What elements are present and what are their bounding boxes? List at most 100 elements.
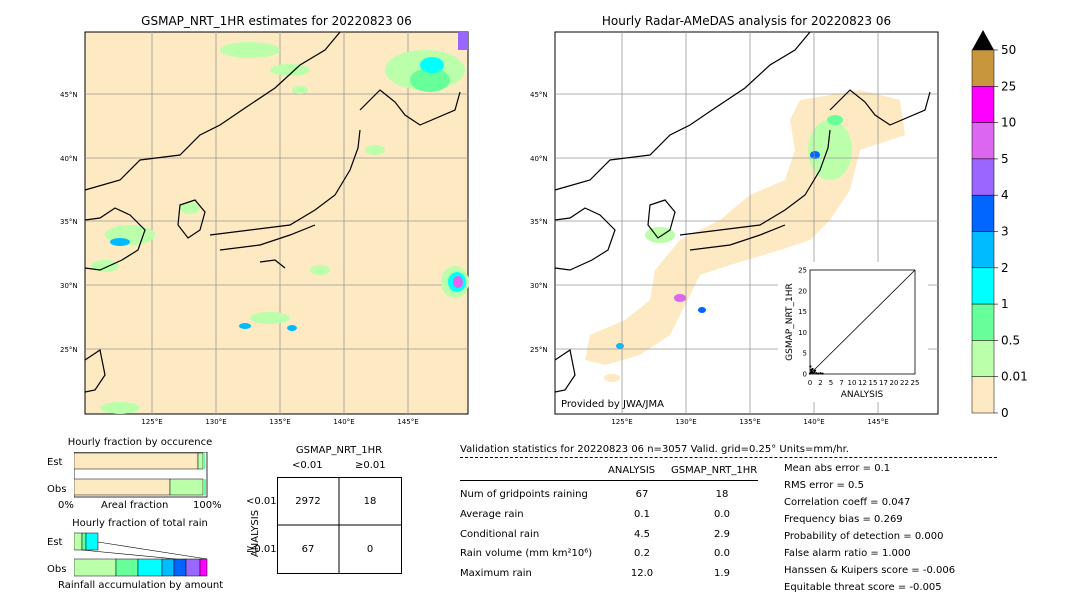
stat-analysis: 0.2 [634,548,650,559]
contingency-grid [277,477,402,574]
lon-label: 130°E [675,418,696,426]
contingency-cell: 0 [366,544,374,555]
lat-label: 25°N [530,346,548,354]
scatter-ytick-label: 25 [798,267,807,275]
scatter-xtick-label: 20 [890,379,899,387]
lat-label: 30°N [60,282,78,290]
occurrence-bars [74,452,208,498]
colorbar-tick-label: 0 [1001,406,1009,420]
scatter-xtick-label: 10 [848,379,857,387]
colorbar-labels: 50 25 10 5 4 3 2 1 0.5 0.01 0 [994,43,1028,420]
stat-gsmap: 0.0 [714,548,730,559]
scatter-xtick-label: 0 [808,379,812,387]
colorbar-tick-label: 0.01 [1001,370,1028,384]
scatter-yticks: 0 5 10 15 20 25 [798,267,807,379]
stat-label: Num of gridpoints raining [460,489,588,500]
scatter-ytick-label: 20 [798,287,807,295]
scatter-xtick-label: 7 [839,379,843,387]
contingency-row-1: ≥0.01 [246,544,277,555]
occ-label-est: Est [47,457,63,468]
contingency-row-0: <0.01 [246,496,277,507]
lat-label: 25°N [60,346,78,354]
score-line: Frequency bias = 0.269 [784,514,903,525]
total-rain-title: Hourly fraction of total rain [72,518,208,529]
scatter-point [817,372,820,375]
validation-divider [460,457,997,458]
occ-label-obs: Obs [47,484,67,495]
lon-label: 125°E [141,418,162,426]
lon-label: 145°E [397,418,418,426]
scatter-point [819,372,822,375]
scatter-xtick-label: 22 [900,379,909,387]
rain-obs-seg [161,558,175,577]
rain-est-seg [81,532,87,551]
colorbar-segment [971,340,995,377]
colorbar-segment [971,158,995,196]
colorbar-segments [971,49,995,414]
colorbar-segment [971,49,995,87]
occ-obs-bar-mod [203,479,206,495]
total-rain-xlabel: Rainfall accumulation by amount [58,580,224,591]
rain-est-seg [85,532,99,551]
stat-gsmap: 1.9 [714,568,730,579]
contingency-cell: 67 [301,544,315,555]
scatter-ytick-label: 0 [803,371,807,379]
occ-xlabel: Areal fraction [101,500,169,511]
right-map-title: Hourly Radar-AMeDAS analysis for 2022082… [601,14,892,28]
lon-label: 135°E [739,418,760,426]
scatter-point [809,365,812,368]
stat-analysis: 67 [635,489,649,500]
occ-est-bar-none [74,452,199,470]
left-map-background [84,31,469,415]
colorbar-tick-label: 3 [1001,225,1009,239]
rain-label-obs: Obs [47,564,67,575]
scatter-point [821,372,824,375]
occurrence-title: Hourly fraction by occurence [67,437,213,448]
left-map-coastlines [84,31,461,393]
lat-label: 35°N [530,218,548,226]
stat-label: Rain volume (mm km²10⁶) [460,548,593,559]
lon-label: 140°E [803,418,824,426]
col-header-analysis: ANALYSIS [608,465,656,476]
left-map-title: GSMAP_NRT_1HR estimates for 20220823 06 [141,14,412,28]
score-line: Probability of detection = 0.000 [784,531,944,542]
score-line: Mean abs error = 0.1 [784,463,891,474]
colorbar: 50 25 10 5 4 3 2 1 0.5 0.01 0 [971,30,1028,420]
lon-label: 145°E [867,418,888,426]
scatter-xtick-label: 5 [829,379,833,387]
right-map: 45°N 40°N 35°N 30°N 25°N 125°E 130°E 135… [530,31,939,426]
rain-obs-seg [173,558,187,577]
right-map-lat-labels: 45°N 40°N 35°N 30°N 25°N [530,91,548,354]
stat-gsmap: 2.9 [714,529,730,540]
scatter-xtick-label: 25 [911,379,920,387]
colorbar-tick-label: 1 [1001,297,1009,311]
left-map-lat-labels: 45°N 40°N 35°N 30°N 25°N [60,91,78,354]
lon-label: 130°E [205,418,226,426]
colorbar-tick-label: 25 [1001,79,1016,93]
colorbar-tick-label: 4 [1001,188,1009,202]
scatter-xtick-label: 15 [869,379,878,387]
occ-obs-bar-none [74,478,171,496]
colorbar-segment [971,194,995,232]
stat-gsmap: 18 [715,489,729,500]
lon-label: 135°E [269,418,290,426]
stat-label: Conditional rain [460,529,540,540]
rain-obs-seg [199,558,208,577]
rain-label-est: Est [47,537,63,548]
lat-label: 30°N [530,282,548,290]
occ-obs-bar-light [169,478,204,496]
rain-obs-seg [185,558,201,577]
score-line: False alarm ratio = 1.000 [784,548,911,559]
colorbar-tick-label: 10 [1001,116,1016,130]
left-map: 45°N 40°N 35°N 30°N 25°N 125°E 130°E 135… [60,31,469,426]
scatter-points [808,365,824,375]
colorbar-tick-label: 50 [1001,43,1016,57]
occ-xmin: 0% [58,500,74,511]
validation-header: Validation statistics for 20220823 06 n=… [460,444,849,455]
contingency-col-0: <0.01 [292,460,323,471]
lat-label: 40°N [530,155,548,163]
lon-label: 125°E [611,418,632,426]
score-line: RMS error = 0.5 [784,480,864,491]
right-map-coastlines [554,31,931,393]
score-line: Equitable threat score = -0.005 [784,582,942,593]
